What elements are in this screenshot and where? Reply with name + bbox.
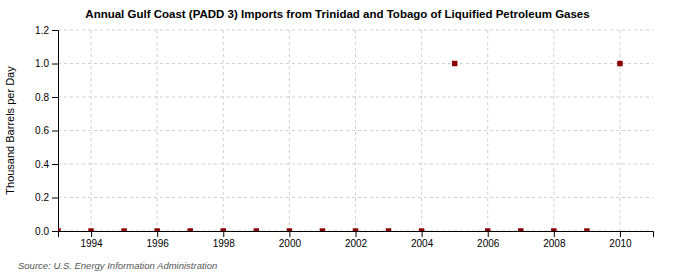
point xyxy=(551,228,556,231)
points xyxy=(58,61,623,231)
grid-line xyxy=(289,30,290,231)
tick-mark xyxy=(52,30,58,31)
point xyxy=(154,228,159,231)
grid-line xyxy=(421,30,422,231)
axis-line xyxy=(52,31,59,232)
tick-label: 2010 xyxy=(609,238,632,249)
grid-line xyxy=(58,197,653,198)
point xyxy=(287,228,292,231)
tick-label: 2000 xyxy=(279,238,302,249)
tick: 1.2 xyxy=(35,25,58,36)
tick-mark xyxy=(52,64,58,65)
point xyxy=(452,61,457,66)
tick-label: 2006 xyxy=(477,238,500,249)
plot-area: 1994199619982000200220042006200820100.00… xyxy=(35,25,653,249)
tick-mark xyxy=(52,97,58,98)
tick-mark xyxy=(52,164,58,165)
tick-mark xyxy=(488,231,489,237)
tick-mark xyxy=(422,231,423,237)
point xyxy=(254,228,259,231)
x-axis: 1994 1996 1998 2000 2002 2004 2006 2008 2010 xyxy=(59,231,654,249)
y-axis-title: Thousand Barrels per Day xyxy=(4,66,16,195)
tick-label: 1.0 xyxy=(35,58,49,69)
point xyxy=(121,228,126,231)
tick-label: 0.6 xyxy=(35,125,49,136)
tick: 0.4 xyxy=(35,159,58,170)
point xyxy=(386,228,391,231)
tick: 1998 xyxy=(213,231,236,249)
tick-label: 2004 xyxy=(411,238,434,249)
grid-line xyxy=(487,30,488,231)
axis-line xyxy=(59,232,654,238)
point xyxy=(518,228,523,231)
tick-mark xyxy=(52,231,58,232)
tick-label: 1.2 xyxy=(35,25,49,36)
grid-line xyxy=(58,63,653,64)
tick-mark xyxy=(52,131,58,132)
tick-label: 0.8 xyxy=(35,92,49,103)
tick-mark xyxy=(554,231,555,237)
tick: 1994 xyxy=(80,231,103,249)
tick: 2002 xyxy=(345,231,368,249)
tick-label: 1998 xyxy=(213,238,236,249)
tick-label: 1996 xyxy=(147,238,170,249)
point xyxy=(187,228,192,231)
grid-line xyxy=(58,30,653,31)
tick-mark xyxy=(157,231,158,237)
tick: 0.8 xyxy=(35,92,58,103)
tick: 2004 xyxy=(411,231,434,249)
grid-line xyxy=(58,97,653,98)
tick-mark xyxy=(356,231,357,237)
point xyxy=(58,228,61,231)
tick-label: 0.4 xyxy=(35,159,49,170)
point xyxy=(221,228,226,231)
title: Annual Gulf Coast (PADD 3) Imports from … xyxy=(85,8,589,20)
tick-label: 0.2 xyxy=(35,192,49,203)
tick-mark xyxy=(223,231,224,237)
tick: 2006 xyxy=(477,231,500,249)
y-axis: 0.0 0.2 0.4 0.6 0.8 1.0 1.2 xyxy=(35,25,58,237)
grid-line xyxy=(619,30,620,231)
y-grid xyxy=(58,30,653,231)
point xyxy=(320,228,325,231)
point xyxy=(88,228,93,231)
tick: 1.0 xyxy=(35,58,58,69)
tick-mark xyxy=(289,231,290,237)
point xyxy=(419,228,424,231)
point xyxy=(353,228,358,231)
chart: 1994199619982000200220042006200820100.00… xyxy=(0,0,675,275)
tick: 0.2 xyxy=(35,192,58,203)
point xyxy=(485,228,490,231)
tick-label: 2002 xyxy=(345,238,368,249)
tick-label: 0.0 xyxy=(35,226,49,237)
grid-line xyxy=(58,164,653,165)
grid-line xyxy=(355,30,356,231)
tick-mark xyxy=(52,198,58,199)
tick-mark xyxy=(91,231,92,237)
grid-line xyxy=(58,130,653,131)
tick: 0.0 xyxy=(35,226,58,237)
grid-line xyxy=(553,30,554,231)
point xyxy=(584,228,589,231)
tick: 1996 xyxy=(147,231,170,249)
tick: 2010 xyxy=(609,231,632,249)
tick: 2000 xyxy=(279,231,302,249)
tick: 2008 xyxy=(543,231,566,249)
point xyxy=(617,61,622,66)
tick-label: 2008 xyxy=(543,238,566,249)
tick-label: 1994 xyxy=(80,238,103,249)
annotation: Source: U.S. Energy Information Administ… xyxy=(18,260,217,271)
tick-mark xyxy=(620,231,621,237)
tick: 0.6 xyxy=(35,125,58,136)
